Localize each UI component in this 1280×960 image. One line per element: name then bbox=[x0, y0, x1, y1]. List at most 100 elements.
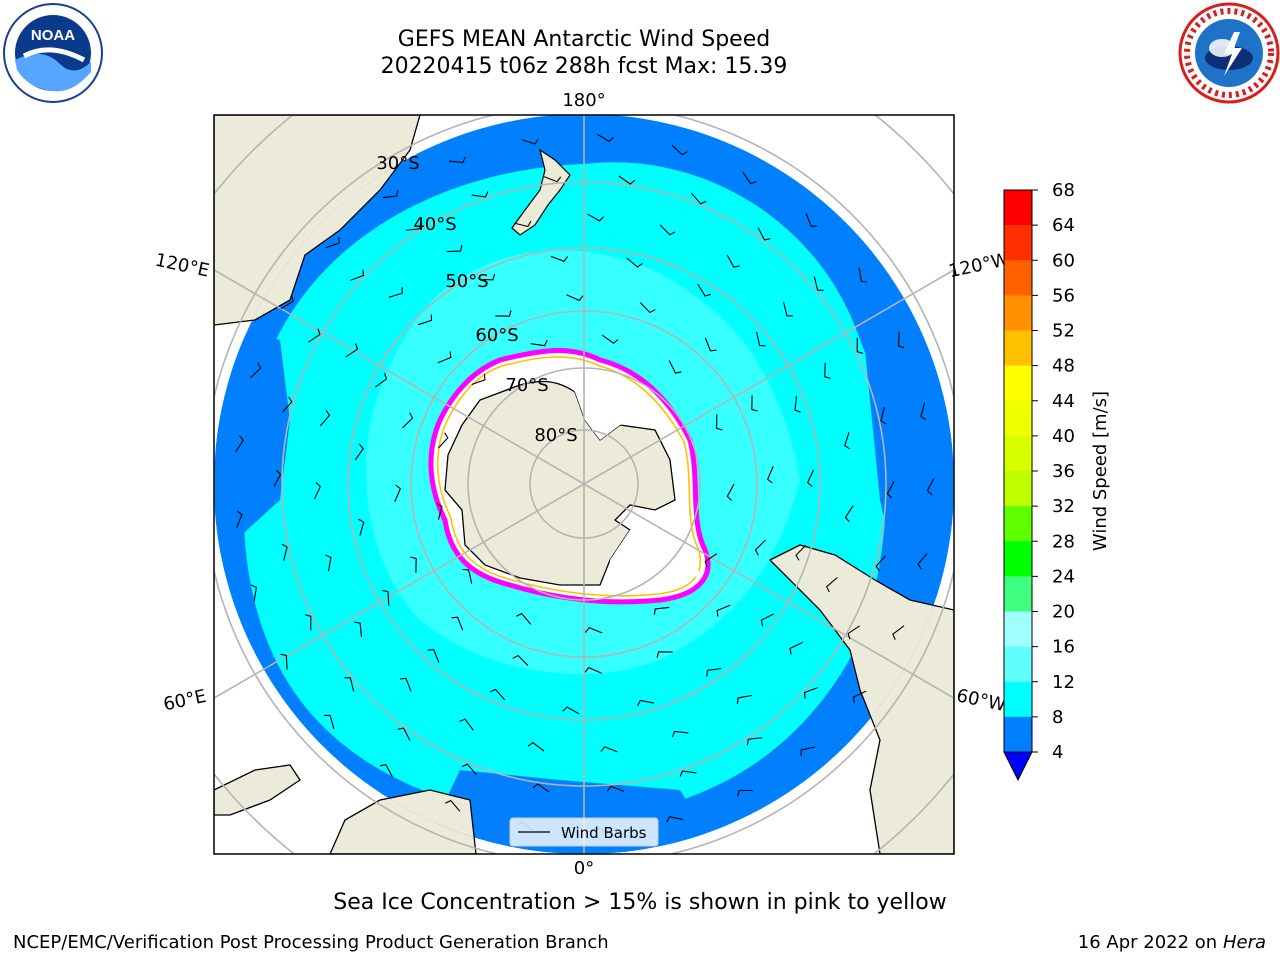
wind-barb bbox=[445, 799, 461, 812]
wind-barb bbox=[600, 746, 618, 753]
colorbar-segment bbox=[1004, 435, 1032, 472]
wind-barb bbox=[324, 714, 335, 730]
wind-barb bbox=[601, 334, 619, 344]
sea-ice-note: Sea Ice Concentration > 15% is shown in … bbox=[333, 890, 947, 915]
wind-barb bbox=[587, 213, 605, 222]
wind-barb bbox=[826, 577, 838, 593]
wind-barb bbox=[449, 156, 466, 164]
wind-barb bbox=[875, 555, 887, 572]
meridian-label-0: 0° bbox=[574, 858, 594, 879]
wind-barb bbox=[584, 666, 602, 674]
wind-barb bbox=[671, 144, 688, 156]
colorbar-tick-label: 68 bbox=[1052, 180, 1075, 201]
wind-barb bbox=[584, 627, 603, 634]
madagascar-land bbox=[214, 764, 301, 816]
colorbar-tick-label: 32 bbox=[1052, 496, 1075, 517]
wind-barb bbox=[514, 220, 532, 228]
wind-4-8-patch-east bbox=[860, 280, 954, 600]
meridian-label-60w: 60°W bbox=[955, 685, 1008, 716]
wind-barb bbox=[382, 589, 390, 606]
parallel-label-60s: 60°S bbox=[475, 325, 518, 346]
wind-barb bbox=[659, 224, 676, 236]
wind-barb bbox=[280, 295, 294, 310]
wind-barb bbox=[446, 245, 463, 253]
wind-barb bbox=[886, 481, 895, 499]
colorbar-tick-label: 56 bbox=[1052, 285, 1075, 306]
colorbar-segment bbox=[1004, 471, 1032, 507]
wind-barb bbox=[858, 267, 868, 283]
meridian-label-120w: 120°W bbox=[947, 249, 1011, 282]
colorbar-segment bbox=[1004, 190, 1032, 226]
wind-barb bbox=[766, 466, 774, 484]
wind-barb bbox=[250, 584, 258, 602]
wind-barb bbox=[532, 783, 550, 793]
wind-barb bbox=[856, 337, 864, 354]
parallel-label-80s: 80°S bbox=[534, 425, 577, 446]
wind-barb bbox=[304, 614, 312, 631]
wind-barb bbox=[716, 604, 731, 617]
wind-barb bbox=[637, 699, 655, 707]
wind-barb bbox=[516, 612, 532, 625]
wind-barb bbox=[897, 331, 905, 349]
wind-barb bbox=[562, 706, 580, 715]
wind-barb bbox=[795, 544, 807, 561]
wind-barb bbox=[399, 677, 412, 692]
colorbar-segment bbox=[1004, 260, 1032, 296]
colorbar-segment bbox=[1004, 611, 1032, 648]
wind-barb bbox=[281, 543, 288, 561]
wind-barb bbox=[671, 730, 689, 738]
wind-barb bbox=[806, 469, 815, 487]
wind-barb bbox=[437, 351, 452, 364]
wind-barb bbox=[844, 505, 854, 523]
wind-barb bbox=[280, 653, 288, 670]
wind-barb bbox=[736, 789, 754, 797]
wind-barb bbox=[800, 746, 816, 757]
colorbar-tick-label: 24 bbox=[1052, 566, 1075, 587]
nws-logo bbox=[1178, 2, 1280, 104]
wind-barb bbox=[345, 343, 359, 358]
wind-barb bbox=[512, 654, 529, 666]
wind-barb bbox=[235, 435, 244, 453]
wind-barb bbox=[736, 694, 752, 704]
wind-barb bbox=[521, 138, 539, 145]
colorbar-segment bbox=[1004, 295, 1032, 331]
parallel-label-50s: 50°S bbox=[445, 271, 488, 292]
colorbar-tick-label: 16 bbox=[1052, 637, 1075, 658]
footer-date: 16 Apr 2022 on Hera bbox=[1078, 932, 1266, 953]
wind-barb bbox=[451, 616, 464, 631]
footer-host: Hera bbox=[1222, 932, 1266, 953]
wind-barb bbox=[236, 510, 243, 528]
footer-date-text: 16 Apr 2022 on bbox=[1077, 932, 1223, 953]
colorbar-tick-label: 48 bbox=[1052, 356, 1075, 377]
wind-barb bbox=[704, 337, 717, 352]
meridian-label-120e: 120°E bbox=[153, 250, 211, 282]
colorbar-segment bbox=[1004, 506, 1032, 542]
wind-barb bbox=[716, 414, 723, 431]
colorbar-tick-label: 36 bbox=[1052, 461, 1075, 482]
wind-barb bbox=[461, 763, 477, 776]
wind-barb bbox=[917, 553, 928, 570]
wind-barb bbox=[653, 606, 670, 615]
graticule bbox=[214, 115, 954, 854]
wind-barb bbox=[427, 648, 440, 663]
wind-barb bbox=[742, 171, 757, 185]
wind-barb bbox=[471, 191, 489, 198]
colorbar-segment bbox=[1004, 330, 1032, 367]
sea-ice-high-edge bbox=[436, 356, 702, 597]
wind-barb bbox=[437, 432, 449, 449]
antarctica-land bbox=[444, 380, 676, 586]
new-zealand-land bbox=[511, 148, 571, 236]
wind-barb bbox=[679, 770, 697, 777]
wind-barb bbox=[388, 287, 403, 298]
wind-barb bbox=[471, 373, 486, 386]
meridian-label-180: 180° bbox=[562, 90, 605, 111]
wind-barb bbox=[530, 339, 548, 347]
wind-barb bbox=[250, 362, 262, 379]
wind-barb bbox=[478, 273, 496, 281]
colorbar-tick-label: 20 bbox=[1052, 602, 1075, 623]
wind-barb bbox=[358, 518, 365, 536]
parallel-label-70s: 70°S bbox=[505, 375, 548, 396]
wind-barb bbox=[325, 554, 332, 572]
wind-barb bbox=[402, 412, 414, 429]
